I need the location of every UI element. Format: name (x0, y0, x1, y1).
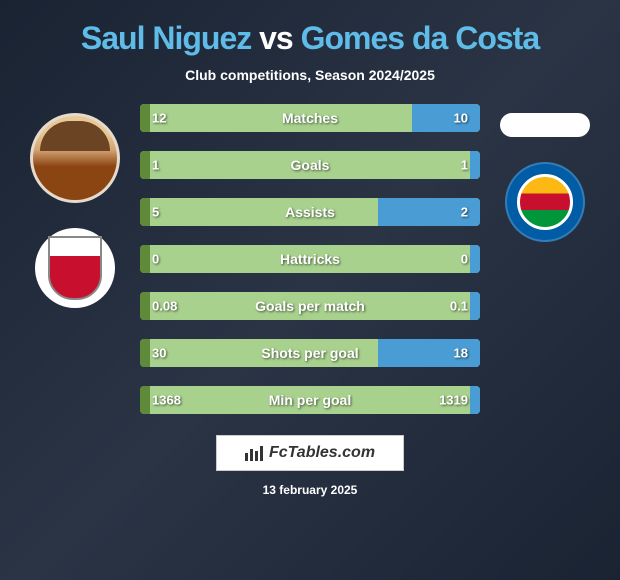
stat-value-right: 0.1 (450, 299, 468, 314)
stat-bar-right (470, 292, 480, 320)
stat-row: 0 0 Hattricks (140, 244, 480, 274)
player1-face (33, 116, 117, 200)
player2-name: Gomes da Costa (301, 20, 540, 56)
subtitle: Club competitions, Season 2024/2025 (0, 67, 620, 103)
left-column (20, 103, 130, 308)
stat-bar-left (140, 292, 150, 320)
stat-value-right: 2 (461, 205, 468, 220)
stat-bar-right (470, 245, 480, 273)
stat-value-left: 1368 (152, 393, 181, 408)
brand-logo: FcTables.com (216, 435, 404, 471)
vs-separator: vs (259, 20, 293, 56)
stat-bar-right (470, 386, 480, 414)
stat-label: Min per goal (269, 392, 351, 408)
player2-photo (500, 113, 590, 137)
stat-label: Matches (282, 110, 338, 126)
stat-bar-left (140, 104, 150, 132)
player1-photo (30, 113, 120, 203)
stat-value-left: 0.08 (152, 299, 177, 314)
stat-bar-left (140, 386, 150, 414)
player1-club-crest (35, 228, 115, 308)
stat-label: Goals per match (255, 298, 365, 314)
page-title: Saul Niguez vs Gomes da Costa (0, 0, 620, 67)
stat-label: Hattricks (280, 251, 340, 267)
stat-value-right: 0 (461, 252, 468, 267)
stat-bar-right (470, 151, 480, 179)
stat-bar-right (412, 104, 480, 132)
right-column (490, 103, 600, 242)
stat-row: 30 18 Shots per goal (140, 338, 480, 368)
chart-icon (245, 445, 263, 461)
stat-value-right: 1 (461, 158, 468, 173)
stat-value-left: 0 (152, 252, 159, 267)
stat-label: Shots per goal (261, 345, 358, 361)
player2-club-crest (505, 162, 585, 242)
content-row: 12 10 Matches 1 1 Goals 5 2 Assists 0 0 Hattricks 0.… (0, 103, 620, 415)
stat-value-right: 18 (454, 346, 468, 361)
stat-value-left: 12 (152, 111, 166, 126)
stat-bar-left (140, 339, 150, 367)
stat-row: 12 10 Matches (140, 103, 480, 133)
stat-value-right: 10 (454, 111, 468, 126)
stat-value-left: 30 (152, 346, 166, 361)
stats-table: 12 10 Matches 1 1 Goals 5 2 Assists 0 0 Hattricks 0.… (140, 103, 480, 415)
player1-name: Saul Niguez (81, 20, 251, 56)
stat-label: Assists (285, 204, 335, 220)
stat-value-left: 1 (152, 158, 159, 173)
stat-bar-left (140, 245, 150, 273)
stat-row: 1368 1319 Min per goal (140, 385, 480, 415)
date-label: 13 february 2025 (263, 483, 358, 497)
stat-value-left: 5 (152, 205, 159, 220)
footer: FcTables.com 13 february 2025 (0, 435, 620, 497)
stat-bar-left (140, 151, 150, 179)
stat-value-right: 1319 (439, 393, 468, 408)
stat-row: 1 1 Goals (140, 150, 480, 180)
brand-text: FcTables.com (269, 444, 375, 462)
stat-bar-left (140, 198, 150, 226)
stat-row: 0.08 0.1 Goals per match (140, 291, 480, 321)
stat-label: Goals (291, 157, 330, 173)
comparison-card: Saul Niguez vs Gomes da Costa Club compe… (0, 0, 620, 580)
stat-row: 5 2 Assists (140, 197, 480, 227)
